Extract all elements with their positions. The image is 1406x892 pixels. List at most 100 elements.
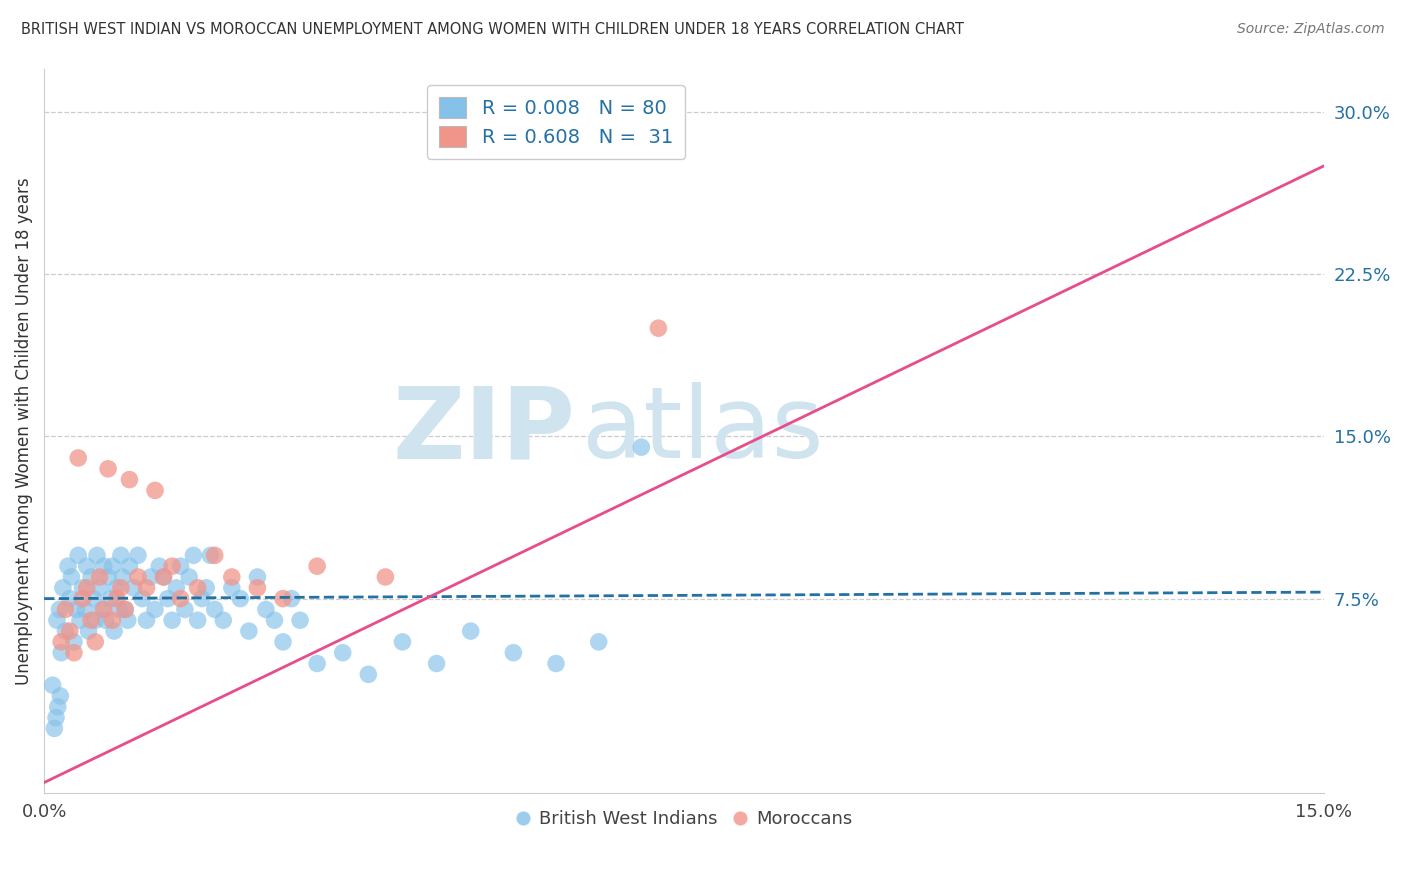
Point	[238, 624, 260, 638]
Point	[122, 581, 145, 595]
Point	[200, 549, 222, 563]
Point	[135, 613, 157, 627]
Point	[280, 591, 302, 606]
Point	[72, 581, 94, 595]
Point	[117, 613, 139, 627]
Point	[173, 602, 195, 616]
Point	[271, 635, 294, 649]
Point	[100, 591, 122, 606]
Point	[143, 483, 166, 498]
Point	[374, 570, 396, 584]
Point	[52, 581, 75, 595]
Point	[77, 624, 100, 638]
Point	[55, 624, 77, 638]
Point	[143, 602, 166, 616]
Point	[160, 613, 183, 627]
Point	[460, 624, 482, 638]
Point	[91, 602, 114, 616]
Point	[67, 549, 90, 563]
Text: atlas: atlas	[582, 383, 824, 479]
Point	[89, 581, 111, 595]
Point	[179, 570, 201, 584]
Point	[195, 581, 218, 595]
Point	[94, 613, 117, 627]
Point	[169, 591, 191, 606]
Point	[75, 602, 97, 616]
Y-axis label: Unemployment Among Women with Children Under 18 years: Unemployment Among Women with Children U…	[15, 178, 32, 685]
Point	[212, 613, 235, 627]
Point	[148, 559, 170, 574]
Point	[187, 581, 209, 595]
Point	[647, 321, 669, 335]
Point	[118, 559, 141, 574]
Point	[169, 559, 191, 574]
Point	[59, 624, 82, 638]
Point	[588, 635, 610, 649]
Point	[544, 657, 567, 671]
Point	[63, 635, 86, 649]
Point	[127, 570, 149, 584]
Point	[221, 570, 243, 584]
Point	[114, 602, 136, 616]
Point	[41, 678, 63, 692]
Point	[229, 591, 252, 606]
Point	[72, 591, 94, 606]
Point	[160, 559, 183, 574]
Point	[84, 635, 107, 649]
Point	[131, 591, 153, 606]
Point	[127, 549, 149, 563]
Point	[89, 570, 111, 584]
Point	[97, 462, 120, 476]
Point	[84, 613, 107, 627]
Point	[76, 559, 98, 574]
Point	[103, 624, 125, 638]
Point	[391, 635, 413, 649]
Point	[49, 689, 72, 703]
Text: BRITISH WEST INDIAN VS MOROCCAN UNEMPLOYMENT AMONG WOMEN WITH CHILDREN UNDER 18 : BRITISH WEST INDIAN VS MOROCCAN UNEMPLOY…	[21, 22, 965, 37]
Point	[80, 570, 103, 584]
Point	[187, 613, 209, 627]
Point	[246, 570, 269, 584]
Point	[165, 581, 187, 595]
Point	[48, 602, 70, 616]
Point	[502, 646, 524, 660]
Point	[56, 559, 79, 574]
Point	[76, 581, 98, 595]
Point	[357, 667, 380, 681]
Point	[152, 570, 174, 584]
Point	[105, 591, 128, 606]
Point	[263, 613, 285, 627]
Point	[51, 646, 73, 660]
Legend: British West Indians, Moroccans: British West Indians, Moroccans	[509, 803, 859, 835]
Text: ZIP: ZIP	[392, 383, 575, 479]
Point	[288, 613, 311, 627]
Point	[191, 591, 214, 606]
Point	[97, 570, 120, 584]
Point	[118, 473, 141, 487]
Point	[86, 549, 108, 563]
Point	[101, 559, 124, 574]
Point	[204, 602, 226, 616]
Point	[254, 602, 277, 616]
Point	[139, 570, 162, 584]
Point	[332, 646, 354, 660]
Point	[156, 591, 179, 606]
Point	[105, 581, 128, 595]
Point	[108, 602, 131, 616]
Point	[630, 440, 652, 454]
Point	[63, 646, 86, 660]
Text: Source: ZipAtlas.com: Source: ZipAtlas.com	[1237, 22, 1385, 37]
Point	[307, 657, 329, 671]
Point	[101, 613, 124, 627]
Point	[93, 602, 115, 616]
Point	[46, 699, 69, 714]
Point	[65, 602, 87, 616]
Point	[152, 570, 174, 584]
Point	[246, 581, 269, 595]
Point	[114, 602, 136, 616]
Point	[83, 591, 105, 606]
Point	[110, 581, 132, 595]
Point	[45, 613, 67, 627]
Point	[60, 570, 83, 584]
Point	[51, 635, 73, 649]
